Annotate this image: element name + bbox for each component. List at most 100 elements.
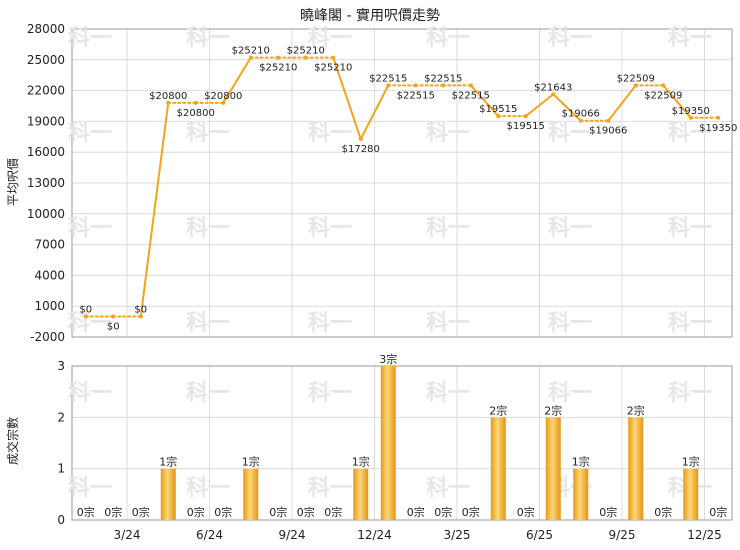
volume-value-label: 0宗: [407, 505, 425, 519]
watermark-logo: 科一: [668, 311, 712, 336]
watermark-logo: 科一: [308, 26, 352, 51]
volume-tick-label: 1: [57, 462, 65, 476]
x-tick-label: 3/25: [444, 528, 471, 542]
price-point: [496, 114, 501, 119]
price-tick-label: 16000: [27, 145, 65, 159]
x-tick-label: 3/24: [114, 528, 141, 542]
watermark-logo: 科一: [308, 476, 352, 501]
x-tick-label: 12/25: [687, 528, 722, 542]
volume-value-label: 0宗: [517, 505, 535, 519]
price-value-label: $19350: [672, 106, 710, 117]
price-tick-label: 25000: [27, 53, 65, 67]
watermark-logo: 科一: [426, 381, 470, 406]
volume-bar: [545, 417, 561, 520]
volume-value-label: 0宗: [132, 505, 150, 519]
price-point: [413, 83, 418, 88]
volume-bar: [628, 417, 644, 520]
price-value-label: $20800: [177, 108, 215, 119]
watermark-logo: 科一: [308, 381, 352, 406]
price-point: [303, 55, 308, 60]
price-tick-label: 22000: [27, 84, 65, 98]
volume-bar: [380, 366, 396, 520]
price-panel: -2000 1000 4000 7000 10000 13000 16000 19000 220…: [27, 22, 738, 344]
watermark-logo: 科一: [186, 311, 230, 336]
price-value-label: $0: [79, 304, 92, 315]
watermark-logo: 科一: [548, 311, 592, 336]
price-point: [83, 314, 88, 319]
price-point: [331, 55, 336, 60]
price-value-label: $17280: [342, 144, 380, 155]
watermark-logo: 科一: [68, 26, 112, 51]
watermark-logo: 科一: [68, 381, 112, 406]
price-value-label: $25210: [232, 46, 270, 57]
volume-value-label: 2宗: [627, 403, 645, 417]
volume-value-label: 2宗: [489, 403, 507, 417]
volume-value-label: 0宗: [77, 505, 95, 519]
watermark-logo: 科一: [426, 216, 470, 241]
price-point: [633, 83, 638, 88]
price-point: [358, 137, 363, 142]
price-point: [606, 118, 611, 123]
price-point: [551, 92, 556, 97]
watermark-logo: 科一: [426, 476, 470, 501]
price-point: [248, 55, 253, 60]
price-point: [221, 100, 226, 105]
price-line-segment: [222, 56, 252, 104]
price-tick-label: 13000: [27, 176, 65, 190]
volume-value-label: 1宗: [159, 455, 177, 469]
volume-plot-frame: [71, 365, 733, 521]
price-value-label: $19350: [699, 123, 737, 134]
price-value-label: $0: [107, 321, 120, 332]
price-line-segment: [359, 84, 390, 141]
price-tick-label: 1000: [34, 299, 65, 313]
price-value-label: $22515: [369, 73, 407, 84]
volume-bar: [490, 417, 506, 520]
price-point: [716, 115, 721, 120]
watermark-logo: 科一: [186, 216, 230, 241]
volume-value-label: 0宗: [709, 505, 727, 519]
price-point: [523, 114, 528, 119]
watermark-logo: 科一: [668, 121, 712, 146]
price-point: [138, 314, 143, 319]
watermark-logo: 科一: [308, 311, 352, 336]
watermark-logo: 科一: [426, 311, 470, 336]
volume-value-label: 0宗: [324, 505, 342, 519]
x-tick-label: 6/25: [526, 528, 553, 542]
price-point: [276, 55, 281, 60]
watermark-logo: 科一: [548, 216, 592, 241]
volume-value-label: 0宗: [434, 505, 452, 519]
watermark-logo: 科一: [68, 476, 112, 501]
price-point: [661, 83, 666, 88]
chart-title: 曉峰閣 - 實用呎價走勢: [300, 7, 440, 24]
price-value-label: $25210: [314, 63, 352, 74]
volume-bar: [573, 468, 589, 520]
price-point: [468, 83, 473, 88]
watermark-logo: 科一: [68, 311, 112, 336]
watermark-logo: 科一: [68, 121, 112, 146]
price-point: [386, 83, 391, 88]
volume-value-label: 2宗: [544, 403, 562, 417]
price-point: [166, 100, 171, 105]
x-tick-label: 9/25: [609, 528, 636, 542]
watermark-logo: 科一: [548, 381, 592, 406]
volume-value-label: 0宗: [462, 505, 480, 519]
watermark-logo: 科一: [426, 121, 470, 146]
volume-tick-label: 2: [57, 410, 65, 424]
price-value-label: $0: [134, 304, 147, 315]
volume-value-label: 0宗: [187, 505, 205, 519]
watermark-logo: 科一: [668, 216, 712, 241]
volume-tick-label: 3: [57, 359, 65, 373]
price-tick-label: 7000: [34, 238, 65, 252]
volume-value-label: 1宗: [572, 455, 590, 469]
price-tick-label: 28000: [27, 22, 65, 36]
watermark-logo: 科一: [308, 216, 352, 241]
price-line-segment: [332, 56, 362, 141]
volume-value-label: 1宗: [242, 455, 260, 469]
price-value-label: $19066: [589, 126, 627, 137]
price-value-label: $20800: [204, 91, 242, 102]
price-value-label: $22509: [617, 73, 655, 84]
volume-axis-label: 成交宗數: [5, 417, 20, 465]
watermark-logo: 科一: [668, 381, 712, 406]
price-value-label: $20800: [149, 91, 187, 102]
